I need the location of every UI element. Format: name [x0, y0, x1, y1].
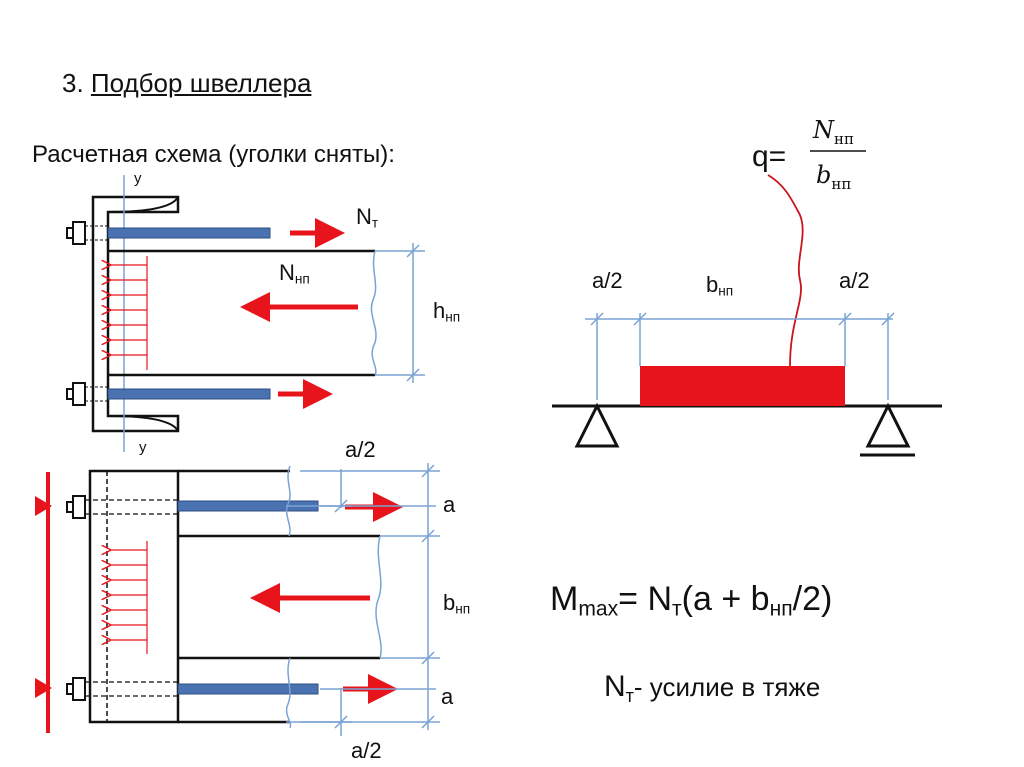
leader-line — [767, 174, 804, 367]
label-a-bottom: a — [441, 684, 454, 709]
span-dimensions — [585, 312, 895, 400]
heading-number: 3. — [62, 68, 84, 98]
bottom-schema — [35, 463, 440, 736]
label-a-top: a — [443, 492, 456, 517]
distributed-load-bottom — [110, 550, 147, 640]
beam-schema — [552, 150, 942, 457]
label-nt: Nт — [356, 204, 379, 231]
span-label-right: a/2 — [839, 268, 870, 293]
channel-plan — [88, 469, 180, 724]
label-bnp-bottom: bнп — [443, 590, 471, 617]
channel-section — [91, 195, 180, 433]
tie-rod-plan-bottom — [177, 683, 319, 695]
span-label-middle: bнп — [706, 272, 734, 299]
heading-text: Подбор швеллера — [90, 68, 312, 98]
dimension-hnp — [375, 243, 425, 383]
q-denominator: bнп — [816, 161, 852, 193]
q-numerator: Nнп — [813, 116, 854, 148]
slide-heading: 3. Подбор швеллера — [62, 70, 311, 96]
span-label-left: a/2 — [592, 268, 623, 293]
top-schema — [66, 175, 425, 452]
nt-note: Nт- усилие в тяже — [604, 670, 821, 707]
slide-subheading: Расчетная схема (уголки сняты): — [32, 141, 395, 168]
label-a2-top: a/2 — [345, 437, 376, 462]
label-hnp: hнп — [433, 298, 461, 325]
support-right — [865, 402, 911, 448]
support-left — [574, 402, 620, 448]
label-a2-bottom: a/2 — [351, 738, 382, 763]
dimensions-bottom — [286, 463, 440, 736]
tie-rod-top — [107, 227, 271, 239]
bolt-nut-top — [72, 221, 86, 245]
axis-label-bottom: y — [139, 439, 147, 456]
bolt-nut-bottom — [72, 382, 86, 406]
axis-label-top: y — [134, 170, 142, 187]
label-nnp: Nнп — [279, 260, 310, 287]
q-label: q= — [752, 140, 787, 173]
distributed-load-top — [110, 265, 147, 355]
tie-rod-bottom — [107, 388, 271, 400]
distributed-load-rect — [640, 366, 845, 406]
break-line-top — [370, 250, 377, 376]
mmax-formula: Mmax= Nт(a + bнп/2) — [550, 580, 833, 621]
